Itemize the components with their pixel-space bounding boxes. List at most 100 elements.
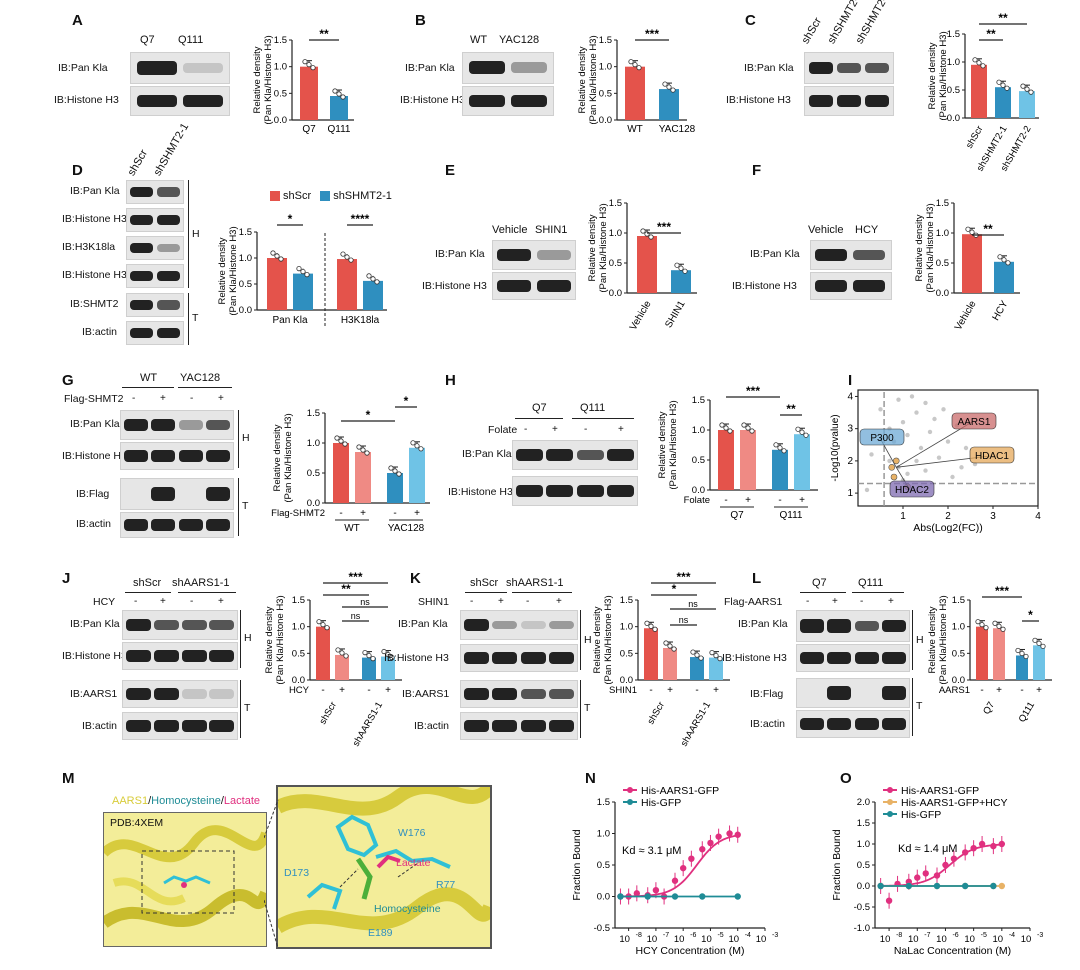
treat-sign: +: [339, 685, 345, 696]
y-tick-label: 0.0: [274, 115, 287, 126]
data-point: [963, 445, 969, 451]
binding-curve-n: Fraction Bound -0.5 0.0 0.5 1.0 1.5 10 -8 10 -7 10…: [571, 785, 778, 957]
y-tick-label: 0.0: [936, 288, 949, 299]
data-point: [334, 435, 340, 441]
ib-label: IB:Histone H3: [62, 269, 127, 281]
y-tick-label: 1.0: [307, 438, 320, 449]
group-label: shScr: [470, 577, 499, 589]
group-label: Q111: [580, 402, 606, 414]
ib-label: IB:Histone H3: [732, 280, 797, 292]
legend-marker: [627, 799, 633, 805]
y-tick-label: 0.5: [857, 860, 870, 871]
ligand-label: Lactate: [396, 857, 431, 869]
highlight-point: [892, 457, 900, 465]
data-point: [1036, 640, 1042, 646]
data-point: [932, 416, 937, 422]
x-tick-label: H3K18la: [341, 315, 380, 326]
data-point: [709, 650, 715, 656]
highlight-point: [888, 464, 896, 471]
legend-label: His-AARS1-GFP: [901, 785, 979, 797]
data-point: [749, 428, 755, 434]
title-aars1: AARS1: [112, 795, 149, 807]
kd-label: Kd ≈ 3.1 μM: [622, 845, 681, 857]
group-line: [178, 387, 232, 388]
residue-label: R77: [436, 879, 456, 891]
data-point: [941, 407, 946, 412]
x-tick-label: 10: [756, 934, 767, 945]
treat-sign: -: [695, 685, 698, 696]
x-tick-label: 1: [900, 511, 906, 522]
y-tick-label: 0.0: [307, 498, 320, 509]
data-point: [773, 442, 779, 448]
data-point: [636, 65, 642, 71]
bar: [976, 626, 988, 680]
sig-label: ***: [348, 570, 362, 584]
data-point: [923, 400, 928, 406]
data-point: [671, 646, 677, 652]
bar: [772, 449, 788, 490]
treat-label: Flag-SHMT2: [271, 508, 325, 519]
legend-label: His-AARS1-GFP: [641, 785, 719, 797]
data-point: [990, 882, 997, 890]
data-point: [781, 448, 787, 454]
group-line: [512, 592, 572, 593]
data-point: [381, 648, 387, 655]
group-line: [178, 592, 236, 593]
data-point: [959, 465, 964, 470]
t-label: T: [192, 312, 199, 324]
data-point: [343, 653, 349, 659]
blot: [126, 293, 184, 317]
y-axis-title: (Pan Kla/Histone H3): [598, 203, 609, 292]
blot: [120, 410, 234, 440]
y-axis-title: Relative density: [252, 46, 263, 113]
treat-label: SHIN1: [418, 596, 449, 608]
bar: [659, 89, 679, 120]
bar-chart-e: Relative density (Pan Kla/Histone H3)0.0 0…: [587, 198, 697, 332]
x-tick-label: 10: [880, 934, 891, 945]
ib-label: IB:Pan Kla: [70, 185, 120, 197]
sig-label: ns: [351, 611, 361, 621]
bracket: [188, 293, 189, 345]
x-tick-label: Q111: [328, 124, 351, 135]
structure-title: AARS1/Homocysteine/Lactate: [112, 795, 260, 807]
ib-label: IB:Histone H3: [62, 650, 127, 662]
data-point: [990, 842, 997, 850]
data-point: [923, 468, 928, 473]
x-tick-label: 10: [1021, 934, 1032, 945]
data-point: [1019, 650, 1025, 657]
y-tick-label: 1.5: [292, 595, 305, 606]
bar-chart-g: Relative density (Pan Kla/Histone H3) 0.0 0…: [271, 394, 430, 534]
panel-label: G: [62, 372, 74, 389]
data-point: [694, 652, 700, 658]
data-point: [663, 640, 669, 646]
y-tick-label: 1.5: [936, 198, 949, 209]
bar-chart-h: Relative density (Pan Kla/Histone H3) 0.0 0…: [657, 384, 818, 521]
lane-label: shSHMT2-1: [151, 121, 192, 178]
y-axis-title: (Pan Kla/Histone H3): [938, 31, 949, 120]
data-point: [719, 422, 725, 428]
data-point: [335, 647, 341, 653]
data-point: [667, 643, 673, 649]
panel-label: A: [72, 12, 83, 29]
ib-label: IB:Pan Kla: [744, 62, 794, 74]
blot-pan-kla: [810, 240, 892, 270]
x-tick-exponent: -8: [896, 932, 902, 939]
x-tick-label: 4: [1035, 511, 1041, 522]
x-tick-label: 10: [908, 934, 919, 945]
ib-label: IB:Pan Kla: [405, 62, 455, 74]
sig-label: *: [1028, 608, 1033, 622]
data-point: [896, 397, 901, 402]
data-point: [274, 253, 280, 259]
blot-histone-h3: [130, 86, 230, 116]
blot: [512, 440, 638, 470]
x-tick-exponent: -4: [1009, 932, 1015, 939]
group-line: [465, 592, 507, 593]
data-point: [887, 458, 892, 464]
data-point: [992, 620, 998, 626]
sig-label: ***: [645, 27, 659, 41]
y-axis-title: Relative density: [587, 214, 598, 281]
y-tick-label: 0.0: [947, 113, 960, 124]
bar: [362, 657, 376, 680]
treat-label: AARS1: [939, 685, 970, 696]
data-point: [362, 650, 368, 656]
